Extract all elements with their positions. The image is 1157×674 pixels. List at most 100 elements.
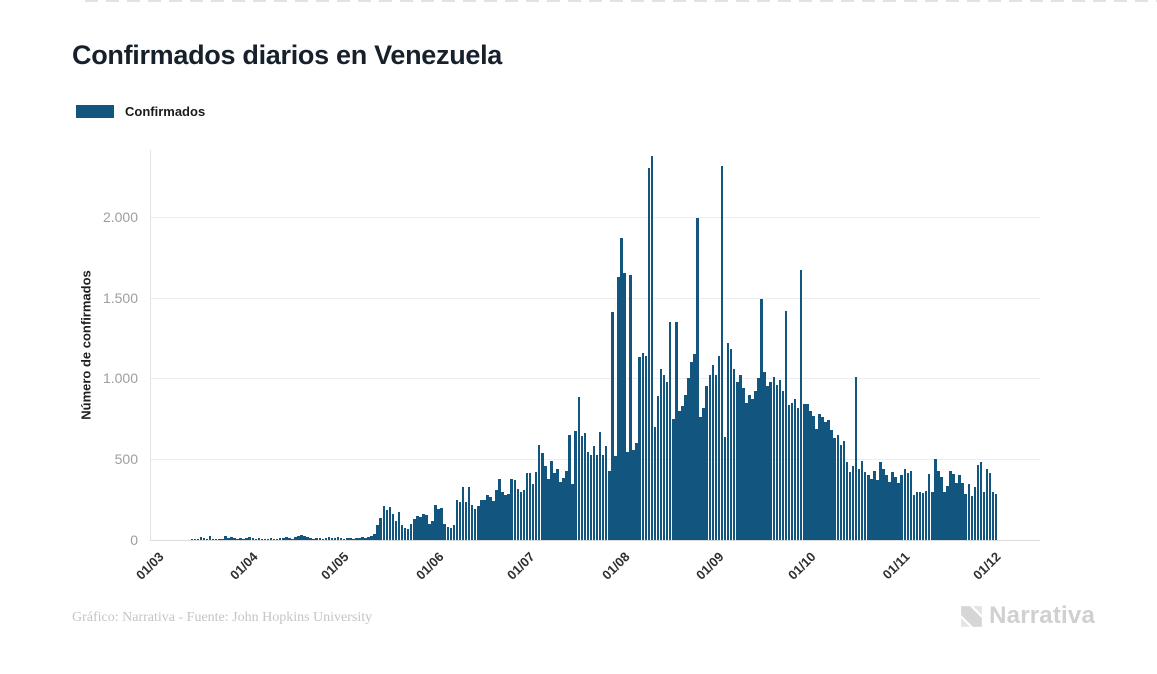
bar[interactable] bbox=[269, 537, 273, 540]
bar[interactable] bbox=[492, 501, 495, 540]
bar[interactable] bbox=[324, 538, 328, 540]
bar[interactable] bbox=[909, 470, 913, 540]
bar[interactable] bbox=[412, 519, 416, 540]
bar[interactable] bbox=[342, 538, 346, 540]
bar[interactable] bbox=[202, 538, 206, 540]
bar[interactable] bbox=[495, 490, 498, 540]
bar[interactable] bbox=[943, 492, 946, 540]
bar[interactable] bbox=[586, 452, 590, 540]
bar[interactable] bbox=[352, 538, 355, 540]
bar[interactable] bbox=[446, 527, 450, 540]
bar[interactable] bbox=[592, 446, 596, 540]
bar[interactable] bbox=[991, 492, 995, 540]
bar[interactable] bbox=[757, 378, 760, 540]
bar[interactable] bbox=[976, 465, 980, 540]
bar[interactable] bbox=[772, 376, 776, 540]
bar[interactable] bbox=[787, 405, 791, 540]
bar[interactable] bbox=[525, 472, 529, 540]
bar[interactable] bbox=[248, 537, 251, 540]
bar[interactable] bbox=[385, 510, 389, 540]
bar[interactable] bbox=[866, 475, 870, 540]
bar[interactable] bbox=[583, 433, 587, 540]
bar[interactable] bbox=[979, 462, 983, 540]
bar[interactable] bbox=[617, 276, 620, 540]
bar[interactable] bbox=[419, 516, 422, 540]
bar[interactable] bbox=[470, 505, 474, 540]
bar[interactable] bbox=[571, 483, 574, 540]
bar[interactable] bbox=[671, 418, 675, 540]
bar[interactable] bbox=[708, 375, 712, 540]
bar[interactable] bbox=[275, 539, 279, 540]
bar[interactable] bbox=[416, 515, 419, 540]
bar[interactable] bbox=[732, 368, 736, 540]
bar[interactable] bbox=[422, 514, 425, 540]
bar[interactable] bbox=[291, 538, 294, 540]
bar[interactable] bbox=[769, 381, 773, 540]
bar[interactable] bbox=[650, 155, 654, 540]
bar[interactable] bbox=[763, 371, 766, 540]
bar[interactable] bbox=[626, 451, 629, 540]
bar[interactable] bbox=[775, 384, 779, 540]
bar[interactable] bbox=[748, 394, 751, 540]
bar[interactable] bbox=[879, 462, 882, 540]
bar[interactable] bbox=[577, 397, 581, 540]
bar[interactable] bbox=[830, 430, 833, 540]
bar[interactable] bbox=[918, 491, 922, 540]
bar[interactable] bbox=[452, 525, 456, 540]
bar[interactable] bbox=[367, 537, 370, 540]
bar[interactable] bbox=[580, 435, 584, 540]
bar[interactable] bbox=[635, 443, 638, 540]
bar[interactable] bbox=[528, 473, 532, 540]
bar[interactable] bbox=[379, 518, 383, 540]
bar[interactable] bbox=[434, 505, 437, 540]
bar[interactable] bbox=[507, 493, 510, 540]
bar[interactable] bbox=[851, 465, 855, 540]
bar[interactable] bbox=[611, 312, 614, 540]
bar[interactable] bbox=[443, 523, 446, 540]
bar[interactable] bbox=[900, 475, 904, 540]
bar[interactable] bbox=[339, 538, 343, 540]
bar[interactable] bbox=[863, 472, 867, 540]
bar[interactable] bbox=[211, 539, 215, 540]
bar[interactable] bbox=[534, 472, 538, 540]
bar[interactable] bbox=[288, 538, 291, 540]
bar[interactable] bbox=[607, 470, 611, 540]
bar[interactable] bbox=[894, 476, 897, 540]
bar[interactable] bbox=[297, 535, 300, 540]
bar[interactable] bbox=[681, 405, 684, 540]
bar[interactable] bbox=[836, 434, 840, 540]
bar[interactable] bbox=[714, 375, 718, 540]
bar[interactable] bbox=[982, 492, 986, 540]
bar[interactable] bbox=[522, 489, 526, 540]
bar[interactable] bbox=[254, 538, 258, 540]
bar[interactable] bbox=[550, 460, 553, 540]
bar[interactable] bbox=[845, 462, 849, 540]
bar[interactable] bbox=[510, 478, 514, 540]
bar[interactable] bbox=[818, 413, 821, 540]
bar[interactable] bbox=[464, 502, 468, 540]
bar[interactable] bbox=[278, 538, 282, 540]
bar[interactable] bbox=[726, 342, 730, 540]
bar[interactable] bbox=[556, 468, 559, 540]
bar[interactable] bbox=[230, 537, 233, 540]
bar[interactable] bbox=[994, 493, 998, 540]
bar[interactable] bbox=[306, 537, 309, 540]
bar[interactable] bbox=[967, 484, 971, 540]
bar[interactable] bbox=[205, 539, 209, 540]
bar[interactable] bbox=[806, 404, 809, 540]
bar[interactable] bbox=[309, 538, 312, 540]
bar[interactable] bbox=[796, 407, 800, 540]
bar[interactable] bbox=[263, 539, 267, 540]
bar[interactable] bbox=[705, 386, 709, 540]
bar[interactable] bbox=[848, 472, 852, 540]
bar[interactable] bbox=[318, 538, 322, 540]
bar[interactable] bbox=[961, 482, 964, 540]
bar[interactable] bbox=[720, 165, 724, 540]
bar[interactable] bbox=[285, 537, 288, 540]
bar[interactable] bbox=[735, 381, 739, 540]
bar[interactable] bbox=[906, 472, 910, 540]
bar[interactable] bbox=[236, 539, 239, 540]
bar[interactable] bbox=[568, 434, 571, 540]
bar[interactable] bbox=[751, 399, 754, 540]
bar[interactable] bbox=[251, 538, 255, 540]
